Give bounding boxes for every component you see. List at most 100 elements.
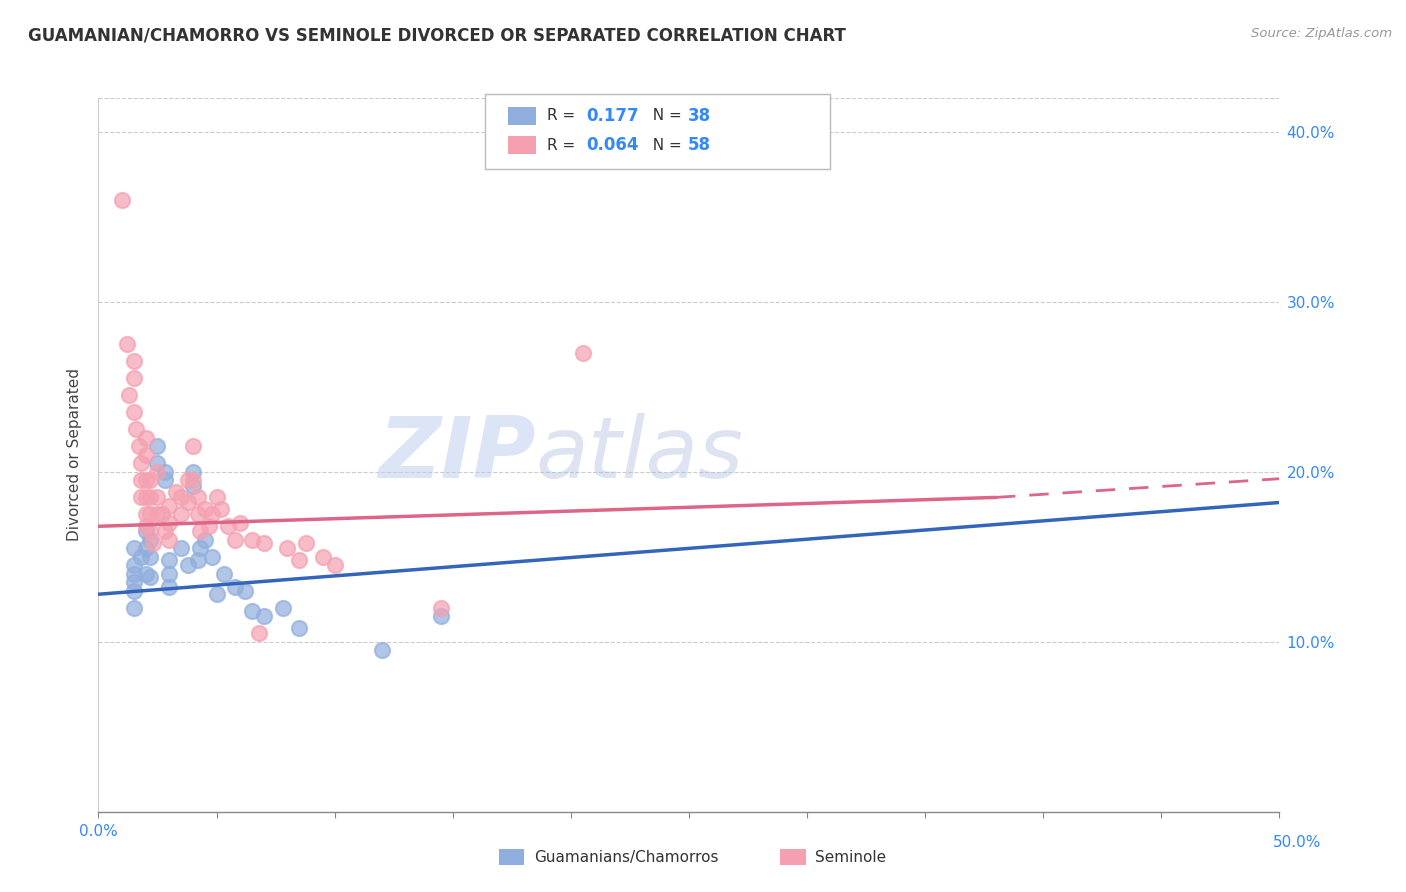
Point <box>430 609 453 624</box>
Point <box>122 541 145 556</box>
Text: 0.064: 0.064 <box>586 136 638 154</box>
Point <box>129 549 152 564</box>
Point <box>157 566 180 581</box>
Point <box>233 583 256 598</box>
Point <box>276 541 298 556</box>
Point <box>146 457 169 471</box>
Point <box>122 354 145 368</box>
Text: atlas: atlas <box>536 413 744 497</box>
Point <box>157 581 180 595</box>
Point <box>165 485 187 500</box>
Point <box>135 431 157 445</box>
Point <box>177 495 200 509</box>
Point <box>187 491 209 505</box>
Point <box>122 583 145 598</box>
Point <box>224 533 246 547</box>
Point <box>295 536 318 550</box>
Point <box>135 524 157 539</box>
Point <box>146 465 169 479</box>
Point <box>205 491 228 505</box>
Point <box>157 553 180 567</box>
Point <box>150 508 173 522</box>
Point <box>122 558 145 573</box>
Text: R =: R = <box>547 138 581 153</box>
Point <box>118 388 141 402</box>
Point <box>135 448 157 462</box>
Point <box>139 474 162 488</box>
Point <box>181 478 204 492</box>
Point <box>217 519 239 533</box>
Point <box>139 524 162 539</box>
Point <box>135 491 157 505</box>
Point <box>157 499 180 513</box>
Point <box>271 600 294 615</box>
Point <box>212 566 235 581</box>
Text: Seminole: Seminole <box>815 850 887 864</box>
Text: N =: N = <box>643 109 686 123</box>
Point <box>139 570 162 584</box>
Text: 38: 38 <box>688 107 710 125</box>
Point <box>157 516 180 530</box>
Point <box>135 541 157 556</box>
Text: R =: R = <box>547 109 581 123</box>
Point <box>139 491 162 505</box>
Point <box>181 474 204 488</box>
Point <box>170 491 193 505</box>
Point <box>253 536 276 550</box>
Point <box>157 533 180 547</box>
Point <box>135 508 157 522</box>
Point <box>201 549 224 564</box>
Point <box>181 465 204 479</box>
Point <box>122 566 145 581</box>
Point <box>135 566 157 581</box>
Point <box>129 491 152 505</box>
Point <box>371 643 394 657</box>
Point <box>187 553 209 567</box>
Point <box>177 474 200 488</box>
Point <box>224 581 246 595</box>
Point <box>253 609 276 624</box>
Point <box>153 474 176 488</box>
Point <box>209 502 232 516</box>
Text: 50.0%: 50.0% <box>1272 836 1320 850</box>
Point <box>128 439 150 453</box>
Point <box>288 553 311 567</box>
Point <box>122 600 145 615</box>
Text: 58: 58 <box>688 136 710 154</box>
Point <box>146 508 169 522</box>
Point <box>142 536 165 550</box>
Point <box>205 587 228 601</box>
Text: 0.177: 0.177 <box>586 107 638 125</box>
Point <box>146 439 169 453</box>
Point <box>129 457 152 471</box>
Point <box>129 474 152 488</box>
Point <box>170 541 193 556</box>
Point <box>122 371 145 385</box>
Point <box>170 508 193 522</box>
Point <box>122 575 145 590</box>
Point <box>115 337 138 351</box>
Point <box>323 558 346 573</box>
Point <box>153 524 176 539</box>
Point <box>194 533 217 547</box>
Text: GUAMANIAN/CHAMORRO VS SEMINOLE DIVORCED OR SEPARATED CORRELATION CHART: GUAMANIAN/CHAMORRO VS SEMINOLE DIVORCED … <box>28 27 846 45</box>
Point <box>198 519 221 533</box>
Point <box>188 524 211 539</box>
Point <box>247 626 270 640</box>
Point <box>288 621 311 635</box>
Point <box>139 508 162 522</box>
Point <box>139 549 162 564</box>
Point <box>187 508 209 522</box>
Point <box>125 422 148 436</box>
Point <box>177 558 200 573</box>
Point <box>181 439 204 453</box>
Point <box>135 519 157 533</box>
Point <box>430 600 453 615</box>
Point <box>571 346 593 360</box>
Point <box>153 465 176 479</box>
Point <box>229 516 252 530</box>
Point <box>240 604 263 618</box>
Text: Guamanians/Chamorros: Guamanians/Chamorros <box>534 850 718 864</box>
Point <box>139 533 162 547</box>
Point <box>188 541 211 556</box>
